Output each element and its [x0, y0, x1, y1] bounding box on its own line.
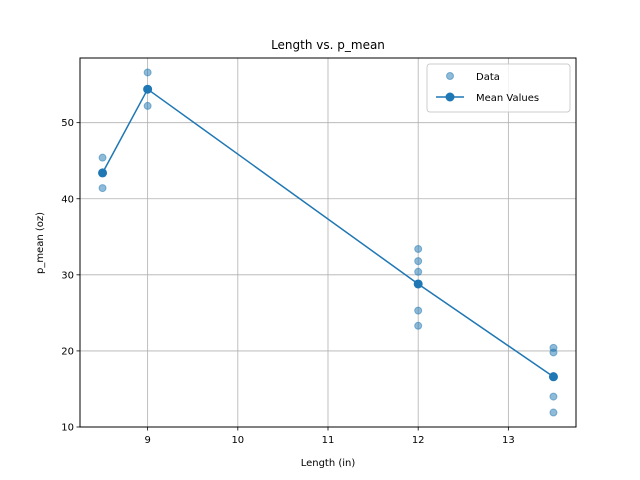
data-point: [414, 244, 423, 253]
y-tick-label: 50: [61, 118, 74, 129]
data-point: [549, 408, 558, 417]
data-point: [414, 306, 423, 315]
data-point: [143, 68, 152, 77]
y-tick-label: 30: [61, 270, 74, 281]
data-point: [414, 279, 423, 288]
data-point: [98, 168, 107, 177]
data-point: [143, 101, 152, 110]
chart-title: Length vs. p_mean: [271, 38, 385, 52]
legend-data-label: Data: [476, 72, 500, 83]
data-point: [414, 257, 423, 266]
data-points: [98, 68, 558, 417]
y-tick-label: 40: [61, 194, 74, 205]
legend-mean-marker: [445, 92, 455, 102]
legend: Data Mean Values: [426, 63, 571, 113]
legend-mean-label: Mean Values: [476, 93, 539, 104]
x-tick-label: 12: [412, 435, 425, 446]
data-point: [98, 184, 107, 193]
y-axis-ticks: 10 20 30 40 50: [61, 118, 80, 434]
x-tick-label: 10: [231, 435, 244, 446]
y-tick-label: 20: [61, 346, 74, 357]
x-tick-label: 9: [144, 435, 150, 446]
data-point: [143, 85, 152, 94]
data-point: [549, 372, 558, 381]
mean-line-path: [101, 88, 554, 378]
legend-box: [426, 63, 571, 113]
legend-data-marker: [446, 72, 454, 80]
x-axis-label: Length (in): [301, 458, 356, 469]
data-point: [98, 153, 107, 162]
data-point: [414, 321, 423, 330]
y-tick-label: 10: [61, 423, 74, 434]
data-point: [414, 267, 423, 276]
data-point: [549, 392, 558, 401]
y-axis-label: p_mean (oz): [35, 212, 46, 274]
x-tick-label: 11: [322, 435, 335, 446]
x-axis-ticks: 9 10 11 12 13: [144, 427, 515, 446]
x-tick-label: 13: [502, 435, 515, 446]
data-point: [549, 348, 558, 357]
